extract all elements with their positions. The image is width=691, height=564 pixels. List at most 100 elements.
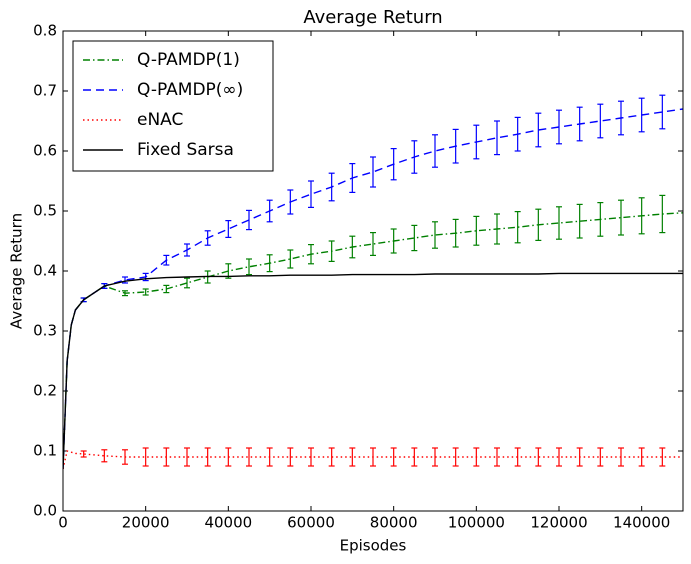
x-tick-label: 40000 <box>204 514 252 532</box>
y-tick-label: 0.2 <box>33 382 57 400</box>
error-bar <box>556 447 562 467</box>
error-bar <box>142 447 149 467</box>
x-tick-label: 20000 <box>122 514 170 532</box>
x-tick-label: 60000 <box>287 514 335 532</box>
error-bar <box>349 163 356 193</box>
y-tick-label: 0.3 <box>33 322 57 340</box>
error-bar <box>411 224 418 252</box>
plot-area <box>63 94 683 470</box>
error-bar <box>246 258 252 276</box>
y-axis-label: Average Return <box>8 213 26 329</box>
y-tick-label: 0.8 <box>33 22 57 40</box>
y-tick-label: 0.0 <box>33 502 57 520</box>
x-axis-label: Episodes <box>340 537 407 555</box>
error-bar <box>432 447 438 467</box>
error-bar <box>390 447 397 467</box>
legend-label: Fixed Sarsa <box>137 140 234 160</box>
chart-title: Average Return <box>303 7 442 28</box>
error-bar <box>142 288 149 296</box>
error-bar <box>659 447 666 467</box>
y-tick-label: 0.6 <box>33 142 57 160</box>
error-bar <box>370 156 376 188</box>
error-bar <box>432 221 438 249</box>
error-bar <box>184 447 190 467</box>
error-bar <box>535 208 542 241</box>
error-bar <box>184 243 190 257</box>
series-line <box>63 450 683 470</box>
error-bar <box>349 235 356 259</box>
error-bar <box>597 103 604 139</box>
error-bar <box>618 199 624 236</box>
error-bar <box>328 240 335 262</box>
y-tick-label: 0.5 <box>33 202 57 220</box>
error-bar <box>597 447 604 467</box>
error-bar <box>122 276 128 284</box>
plot-frame <box>62 30 684 512</box>
x-tick-label: 100000 <box>448 514 505 532</box>
error-bar <box>494 213 500 245</box>
legend-label: Q-PAMDP(∞) <box>137 80 243 100</box>
error-bar <box>535 447 542 467</box>
error-bar <box>163 284 170 294</box>
error-bar <box>638 447 645 467</box>
error-bar <box>287 189 294 215</box>
error-bar <box>163 254 170 266</box>
error-bar <box>80 450 87 458</box>
x-tick-label: 140000 <box>613 514 670 532</box>
y-tick-label: 0.4 <box>33 262 57 280</box>
series-line <box>63 272 683 470</box>
x-tick-label: 0 <box>58 514 68 532</box>
error-bar <box>618 447 624 467</box>
error-bar <box>101 449 108 463</box>
error-bar <box>266 254 273 273</box>
error-bar <box>432 134 438 168</box>
y-tick-label: 0.7 <box>33 82 57 100</box>
error-bar <box>535 112 542 148</box>
legend: Q-PAMDP(1) Q-PAMDP(∞) eNAC Fixed Sarsa <box>72 40 274 172</box>
error-bar <box>514 447 521 467</box>
error-bar <box>618 100 624 136</box>
legend-label: Q-PAMDP(1) <box>137 50 240 70</box>
error-bar <box>122 290 128 297</box>
error-bar <box>308 244 314 265</box>
error-bar <box>349 447 356 467</box>
error-bar <box>328 172 335 202</box>
error-bar <box>370 447 376 467</box>
legend-label: eNAC <box>137 110 183 130</box>
error-bar <box>473 124 480 160</box>
error-bar <box>576 106 583 142</box>
error-bar <box>122 449 128 465</box>
error-bar <box>225 220 232 238</box>
error-bar <box>494 447 500 467</box>
error-bar <box>225 447 232 467</box>
error-bar <box>246 447 252 467</box>
error-bar <box>246 209 252 231</box>
error-bar <box>390 228 397 254</box>
series-line <box>63 212 683 470</box>
y-tick-label: 0.1 <box>33 442 57 460</box>
error-bar <box>452 128 459 164</box>
error-bar <box>328 447 335 467</box>
error-bar <box>287 447 294 467</box>
error-bar <box>514 211 521 244</box>
error-bar <box>659 194 666 234</box>
error-bar <box>390 148 397 181</box>
error-bar <box>266 199 273 223</box>
error-bar <box>287 249 294 269</box>
error-bar <box>494 120 500 156</box>
error-bar <box>576 203 583 239</box>
error-bar <box>556 109 562 145</box>
error-bar <box>204 447 211 467</box>
error-bar <box>370 232 376 256</box>
error-bar <box>638 197 645 235</box>
error-bar <box>308 447 314 467</box>
error-bar <box>163 447 170 467</box>
error-bar <box>204 230 211 246</box>
error-bar <box>266 447 273 467</box>
x-tick-label: 80000 <box>370 514 418 532</box>
error-bar <box>411 140 418 174</box>
error-bar <box>473 447 480 467</box>
error-bar <box>308 180 314 208</box>
error-bar <box>473 215 480 246</box>
error-bar <box>452 218 459 248</box>
